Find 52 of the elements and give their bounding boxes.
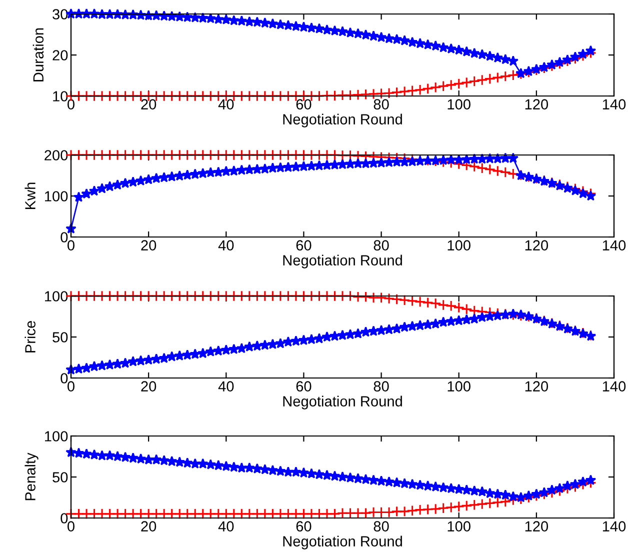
x-tick-label: 120 [525, 240, 548, 250]
x-tick-label: 120 [525, 521, 548, 532]
y-tick-label: 10 [53, 91, 68, 102]
x-tick-label: 60 [296, 381, 312, 392]
x-tick-label: 100 [448, 99, 470, 110]
y-axis-title: Kwh [24, 182, 36, 209]
y-tick-label: 200 [44, 150, 68, 160]
x-axis-title: Negotiation Round [283, 114, 402, 128]
x-tick-label: 20 [141, 99, 156, 110]
y-tick-label: 100 [45, 191, 68, 202]
y-tick-label: 20 [52, 50, 68, 60]
x-tick-label: 0 [68, 240, 74, 250]
y-tick-label: 0 [60, 373, 68, 384]
x-tick-label: 40 [218, 240, 234, 250]
y-axis-title: Penalty [24, 452, 38, 500]
x-tick-label: 60 [296, 99, 312, 110]
y-tick-label: 50 [52, 332, 68, 342]
y-tick-label: 100 [45, 431, 68, 442]
x-tick-label: 20 [141, 240, 156, 250]
x-tick-label: 140 [602, 99, 626, 110]
x-tick-label: 80 [374, 381, 389, 392]
x-tick-label: 20 [141, 381, 156, 392]
y-tick-label: 0 [60, 513, 68, 524]
x-tick-label: 140 [602, 381, 626, 392]
x-tick-label: 100 [448, 521, 470, 532]
x-tick-label: 80 [374, 99, 389, 110]
x-tick-label: 60 [296, 521, 312, 532]
y-tick-label: 0 [60, 232, 68, 242]
x-tick-label: 80 [374, 521, 389, 532]
x-tick-label: 140 [602, 521, 626, 532]
x-tick-label: 140 [602, 240, 626, 250]
y-tick-label: 30 [52, 9, 68, 20]
x-tick-label: 120 [525, 99, 548, 110]
y-tick-label: 100 [45, 291, 68, 302]
x-tick-label: 20 [141, 521, 156, 532]
x-tick-label: 0 [68, 99, 74, 110]
y-axis-title: Price [24, 321, 36, 352]
x-tick-label: 0 [68, 381, 74, 392]
x-tick-label: 40 [218, 381, 234, 392]
y-axis-title: Duration [32, 28, 44, 82]
x-tick-label: 80 [374, 240, 389, 250]
x-axis-title: Negotiation Round [283, 254, 402, 268]
x-tick-label: 40 [218, 99, 234, 110]
x-tick-label: 100 [448, 240, 470, 250]
x-tick-label: 100 [448, 381, 470, 392]
x-axis-title: Negotiation Round [283, 396, 402, 410]
x-tick-label: 60 [296, 240, 312, 250]
x-tick-label: 120 [525, 381, 548, 392]
y-tick-label: 50 [52, 472, 68, 482]
x-tick-label: 0 [68, 521, 74, 532]
x-axis-title: Negotiation Round [283, 536, 402, 550]
x-tick-label: 40 [218, 521, 234, 532]
